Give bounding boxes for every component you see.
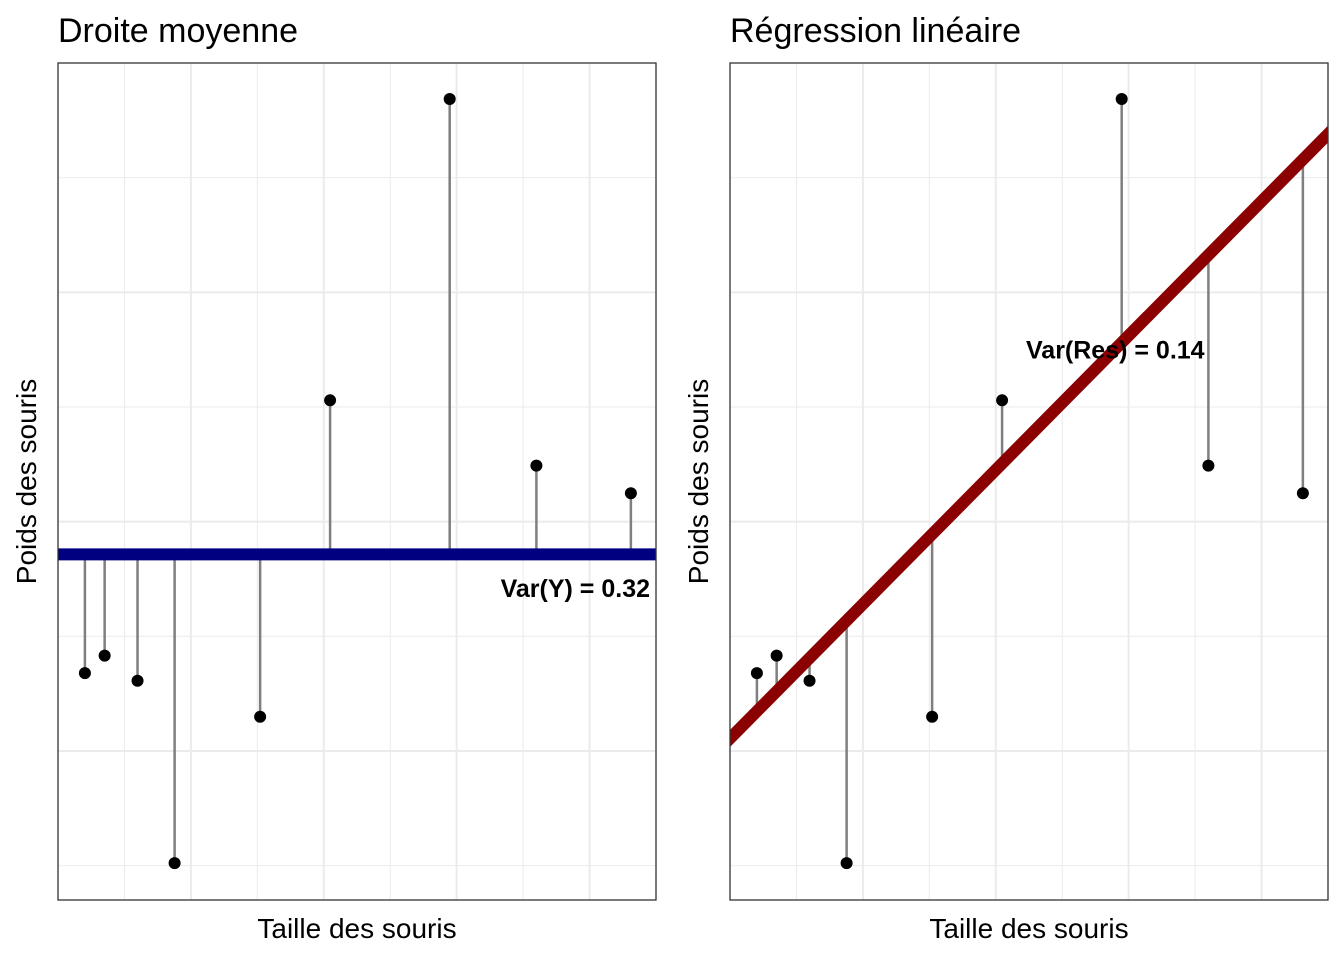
data-point (840, 857, 853, 870)
x-axis-label: Taille des souris (257, 913, 456, 944)
variance-annotation: Var(Res) = 0.14 (1026, 336, 1205, 364)
data-point (1202, 459, 1215, 472)
panel-regression: Var(Res) = 0.14 Régression linéaire Taille… (683, 12, 1329, 944)
panel-border (729, 62, 1329, 901)
chart-title: Droite moyenne (58, 12, 298, 50)
data-point (324, 394, 337, 407)
gridlines (730, 63, 1328, 900)
data-point (996, 394, 1009, 407)
variance-annotation: Var(Y) = 0.32 (501, 575, 650, 603)
panel-border (57, 62, 657, 901)
chart-title: Régression linéaire (730, 12, 1021, 50)
data-point (770, 649, 783, 662)
y-axis-label: Poids des souris (683, 379, 714, 584)
data-point (254, 710, 267, 723)
data-point (168, 857, 181, 870)
data-point (926, 710, 939, 723)
panel-mean-line: Var(Y) = 0.32 Droite moyenne Taille des so… (11, 12, 657, 944)
data-point (803, 674, 816, 687)
data-point (1115, 92, 1128, 105)
regression-line (730, 125, 1328, 747)
data-point (1296, 487, 1309, 500)
data-point (78, 667, 91, 680)
data-point (131, 674, 144, 687)
data-point (98, 649, 111, 662)
x-axis-label: Taille des souris (929, 913, 1128, 944)
gridlines (58, 63, 656, 900)
data-point (443, 92, 456, 105)
y-axis-label: Poids des souris (11, 379, 42, 584)
data-point (624, 487, 637, 500)
plot-area (730, 92, 1328, 870)
data-point (750, 667, 763, 680)
plot-area (58, 92, 656, 870)
data-point (530, 459, 543, 472)
